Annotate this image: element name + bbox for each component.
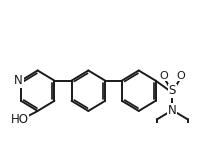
Text: N: N [168,104,177,117]
Text: O: O [160,71,168,81]
Text: O: O [176,71,185,81]
Text: N: N [14,74,23,87]
Text: S: S [169,84,176,97]
Text: HO: HO [11,113,29,126]
